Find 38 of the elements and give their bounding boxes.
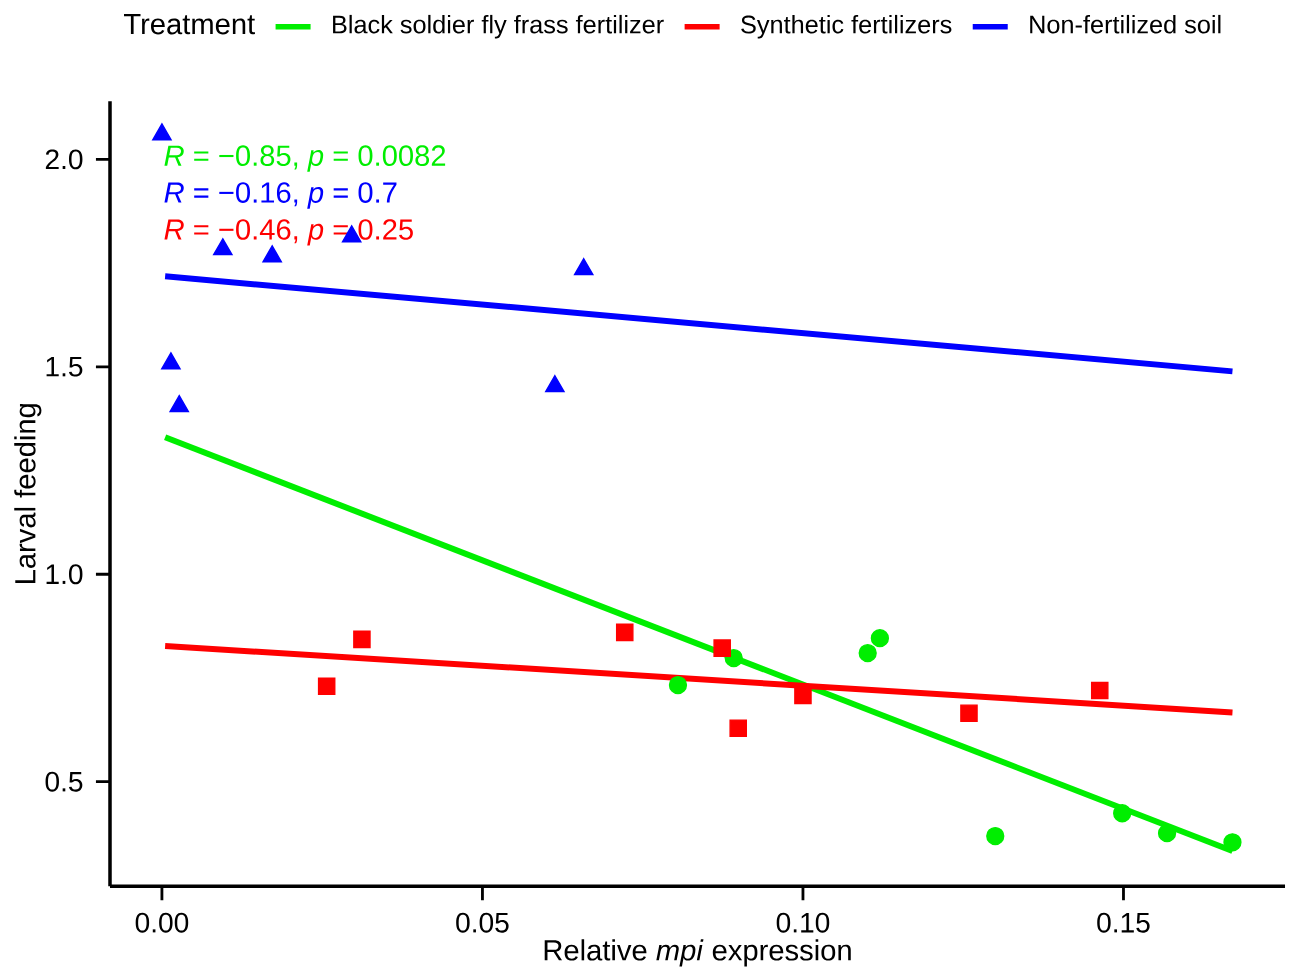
x-tick-label: 0.00 bbox=[135, 912, 189, 933]
point bbox=[986, 826, 1005, 846]
point bbox=[713, 639, 731, 657]
point bbox=[573, 257, 594, 276]
point bbox=[1223, 833, 1242, 852]
y-tick-label: 0.5 bbox=[45, 771, 83, 792]
legend-label: Black soldier fly frass fertilizer bbox=[333, 14, 664, 39]
point bbox=[545, 374, 565, 393]
y-tick-label: 1.0 bbox=[46, 564, 83, 585]
legend-label: Non-fertilized soil bbox=[1030, 14, 1221, 34]
y-tick-label: 1.5 bbox=[46, 356, 83, 377]
x-axis-title: Relative mpi expression bbox=[544, 939, 851, 967]
annotation: R = −0.46, p = 0.25 bbox=[164, 219, 413, 246]
point bbox=[353, 630, 371, 649]
annotation: R = −0.85, p = 0.0082 bbox=[164, 145, 446, 172]
x-tick-label: 0.05 bbox=[456, 912, 509, 933]
x-tick-label: 0.10 bbox=[776, 912, 830, 933]
x-tick-label: 0.15 bbox=[1097, 912, 1150, 933]
point bbox=[1157, 823, 1177, 843]
y-tick-label: 2.0 bbox=[45, 149, 83, 170]
point bbox=[152, 123, 172, 141]
point bbox=[262, 245, 283, 263]
y-axis-title: Larval feeding bbox=[14, 404, 42, 583]
legend-label: Synthetic fertilizers bbox=[741, 14, 952, 39]
point bbox=[729, 719, 747, 737]
point bbox=[169, 394, 190, 413]
point bbox=[615, 623, 634, 642]
point bbox=[161, 352, 181, 370]
point bbox=[870, 628, 890, 648]
legend-title: Treatment bbox=[124, 14, 255, 35]
point bbox=[858, 643, 877, 663]
point bbox=[1113, 804, 1132, 823]
point bbox=[960, 704, 978, 722]
point bbox=[1090, 681, 1109, 700]
point bbox=[794, 686, 812, 705]
point bbox=[317, 677, 336, 696]
annotation: R = −0.16, p = 0.7 bbox=[164, 182, 397, 209]
point bbox=[668, 675, 688, 695]
